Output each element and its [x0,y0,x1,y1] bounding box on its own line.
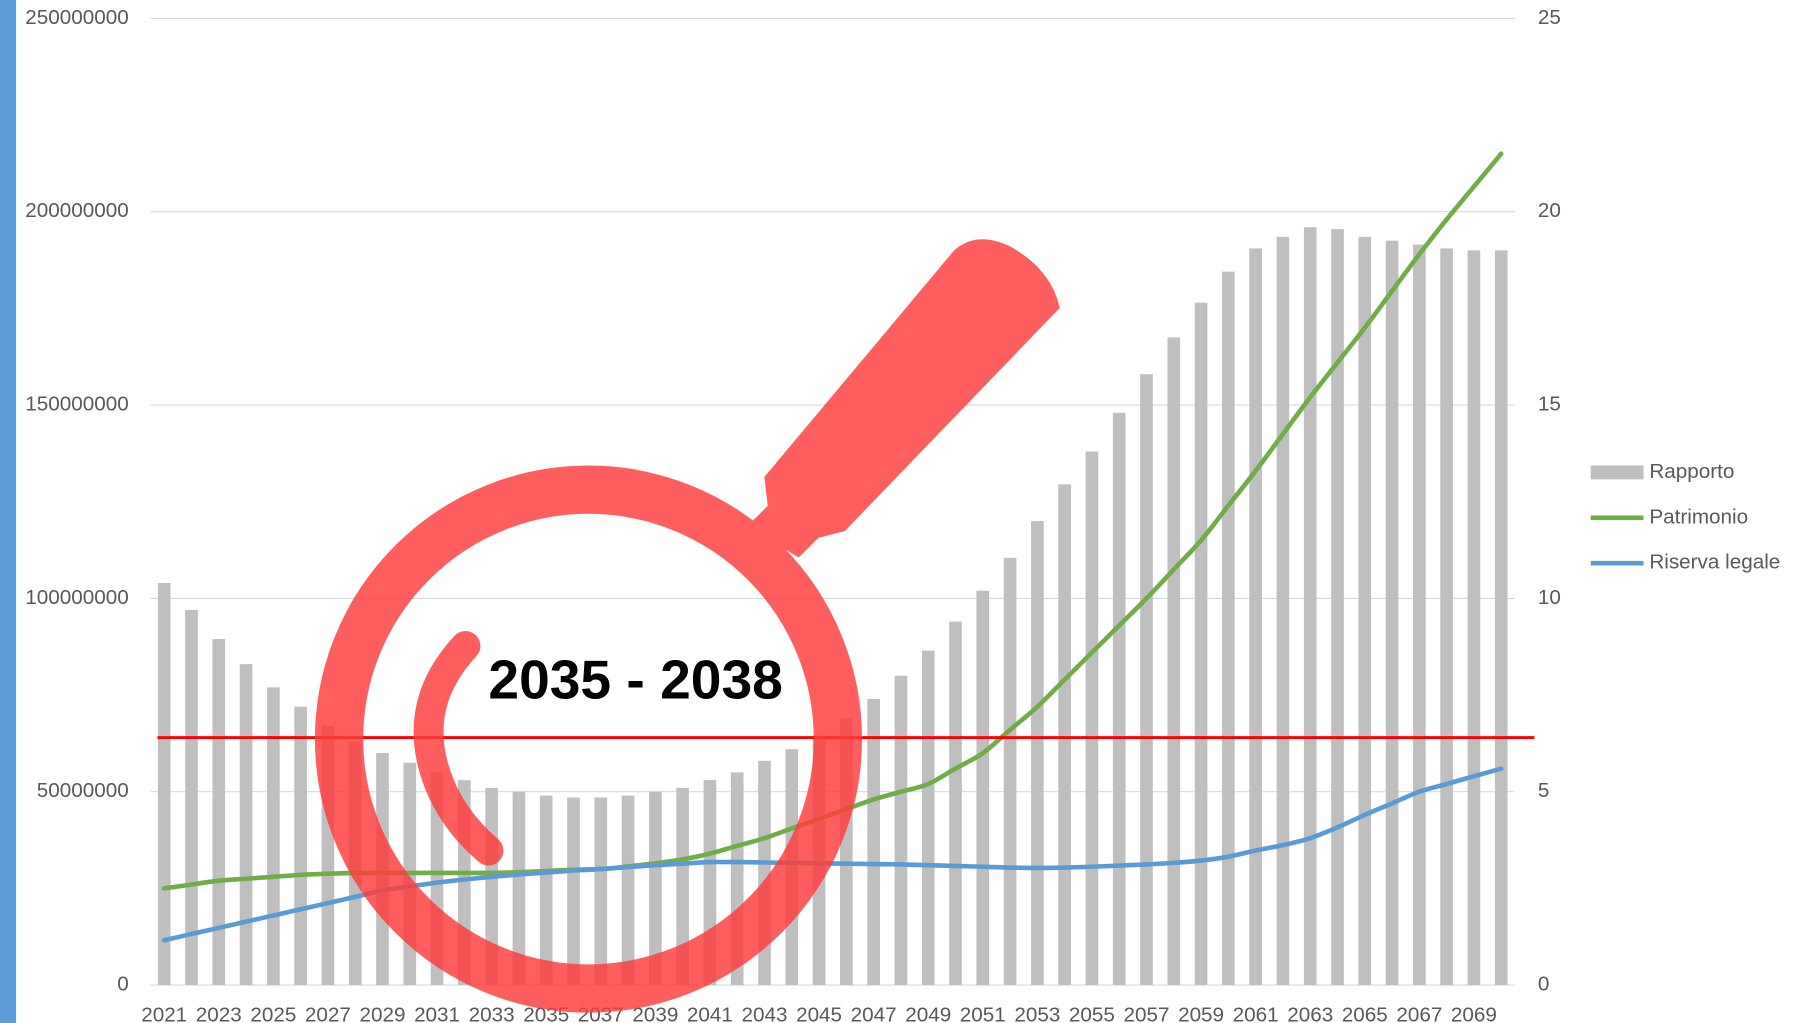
plot-area: 0 50000000 100000000 150000000 200000000 2500… [25,6,1780,1023]
bar [539,795,553,986]
bar [185,609,198,986]
bar [1003,557,1017,986]
bar [239,664,253,986]
bar [567,797,580,986]
x-tick-label: 2069 [1451,1004,1497,1023]
y-tick-label: 100000000 [25,586,128,609]
bar [1413,244,1426,986]
bar [1494,250,1508,986]
bar [1222,271,1235,986]
bar [621,795,635,986]
x-tick-label: 2033 [469,1004,515,1023]
y-tick-label: 150000000 [25,393,128,416]
bar [1276,236,1290,986]
annotation: 2035 - 2038 [488,648,782,710]
bar [1385,240,1399,986]
bar [1358,236,1372,986]
bar [1058,484,1071,986]
bar [294,706,307,986]
y2-tick-label: 0 [1538,973,1549,996]
side-strip [0,0,17,1023]
x-tick-label: 2063 [1287,1004,1333,1023]
x-tick-label: 2043 [741,1004,787,1023]
bar [1167,337,1181,986]
x-tick-label: 2049 [905,1004,951,1023]
x-tick-label: 2059 [1178,1004,1224,1023]
bar [1331,229,1344,986]
bar [1112,412,1126,986]
x-tick-label: 2065 [1342,1004,1388,1023]
y2-tick-label: 15 [1538,393,1561,416]
legend-swatch [1590,465,1644,480]
y-tick-label: 50000000 [37,779,129,802]
x-tick-label: 2041 [687,1004,733,1023]
x-tick-label: 2027 [305,1004,351,1023]
y2-tick-label: 25 [1538,6,1561,29]
x-tick-label: 2053 [1014,1004,1060,1023]
bar [649,791,662,986]
bar [921,650,935,986]
x-tick-label: 2055 [1069,1004,1115,1023]
x-tick-label: 2051 [960,1004,1006,1023]
x-tick-label: 2061 [1233,1004,1279,1023]
x-tick-label: 2029 [359,1004,405,1023]
x-tick-label: 2023 [196,1004,242,1023]
legend-label: Riserva legale [1649,551,1780,574]
bar [1140,374,1153,986]
bar [867,698,880,986]
y-tick-label: 200000000 [25,199,128,222]
y-tick-label: 0 [117,973,128,996]
magnifier [314,239,1060,1013]
x-tick-label: 2039 [632,1004,678,1023]
bar [1440,248,1453,986]
y2-tick-label: 20 [1538,199,1561,222]
bar [212,638,226,986]
x-tick-label: 2031 [414,1004,460,1023]
bar [976,590,990,986]
legend-label: Patrimonio [1649,505,1748,528]
bar [1194,302,1208,986]
x-tick-label: 2057 [1123,1004,1169,1023]
bar [1031,521,1044,986]
magnifier-handle [747,239,1060,558]
y2-tick-label: 5 [1538,779,1549,802]
bar [676,787,689,986]
magnifier-glint [413,631,504,866]
bar [1467,250,1481,986]
x-tick-label: 2045 [796,1004,842,1023]
y2-tick-label: 10 [1538,586,1561,609]
bar [1085,451,1099,986]
magnifier-ring [314,465,863,1013]
bar [1303,227,1317,986]
x-tick-label: 2021 [141,1004,187,1023]
bar [267,687,280,986]
x-tick-label: 2047 [851,1004,897,1023]
bar [1249,248,1262,986]
x-tick-label: 2025 [250,1004,296,1023]
x-tick-label: 2067 [1396,1004,1442,1023]
bar [512,791,526,986]
bar [894,675,908,986]
bar [949,621,962,986]
bar [594,797,608,986]
bar [157,582,171,986]
legend-label: Rapporto [1649,460,1734,483]
y-tick-label: 250000000 [25,6,128,29]
